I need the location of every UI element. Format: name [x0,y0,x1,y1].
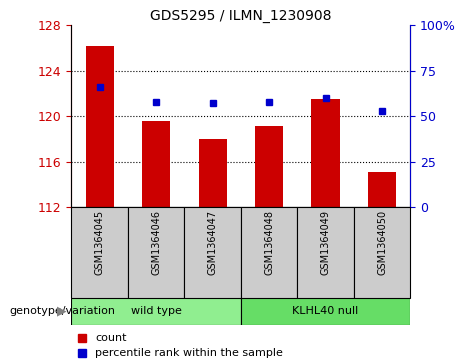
Text: percentile rank within the sample: percentile rank within the sample [95,348,283,358]
Bar [354,207,410,298]
Text: GSM1364047: GSM1364047 [207,209,218,275]
Bar [71,207,128,298]
Bar [241,298,410,325]
Text: GSM1364050: GSM1364050 [377,209,387,275]
Bar [368,172,396,207]
Title: GDS5295 / ILMN_1230908: GDS5295 / ILMN_1230908 [150,9,331,23]
Bar [86,46,114,207]
Text: GSM1364048: GSM1364048 [264,209,274,275]
Bar [241,207,297,298]
Bar [297,207,354,298]
Bar [312,99,340,207]
Text: count: count [95,333,127,343]
Bar [71,298,241,325]
Text: ▶: ▶ [57,305,67,318]
Text: GSM1364045: GSM1364045 [95,209,105,275]
Bar [199,139,227,207]
Text: wild type: wild type [131,306,182,316]
Bar [128,207,184,298]
Bar [255,126,283,207]
Text: genotype/variation: genotype/variation [9,306,115,316]
Text: GSM1364049: GSM1364049 [320,209,331,275]
Text: GSM1364046: GSM1364046 [151,209,161,275]
Bar [184,207,241,298]
Bar [142,121,170,207]
Text: KLHL40 null: KLHL40 null [292,306,359,316]
